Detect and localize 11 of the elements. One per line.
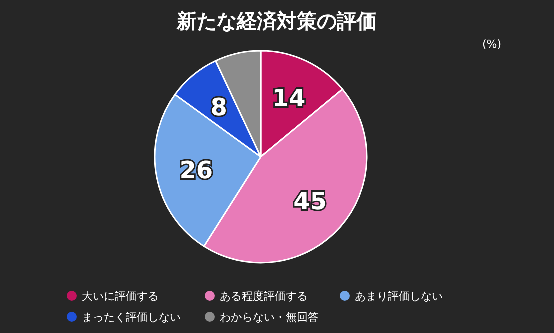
data-label: 8 — [210, 93, 228, 122]
legend-label: ある程度評価する — [220, 290, 308, 303]
chart-title: 新たな経済対策の評価 — [176, 9, 377, 33]
legend-label: 大いに評価する — [82, 290, 159, 303]
data-label: 26 — [180, 156, 214, 184]
legend-label: まったく評価しない — [82, 311, 181, 324]
text: (%) — [482, 38, 502, 51]
data-label: 14 — [272, 84, 306, 113]
legend-label: わからない・無回答 — [220, 311, 319, 324]
legend-label: あまり評価しない — [355, 290, 443, 303]
data-label: 45 — [294, 187, 327, 216]
